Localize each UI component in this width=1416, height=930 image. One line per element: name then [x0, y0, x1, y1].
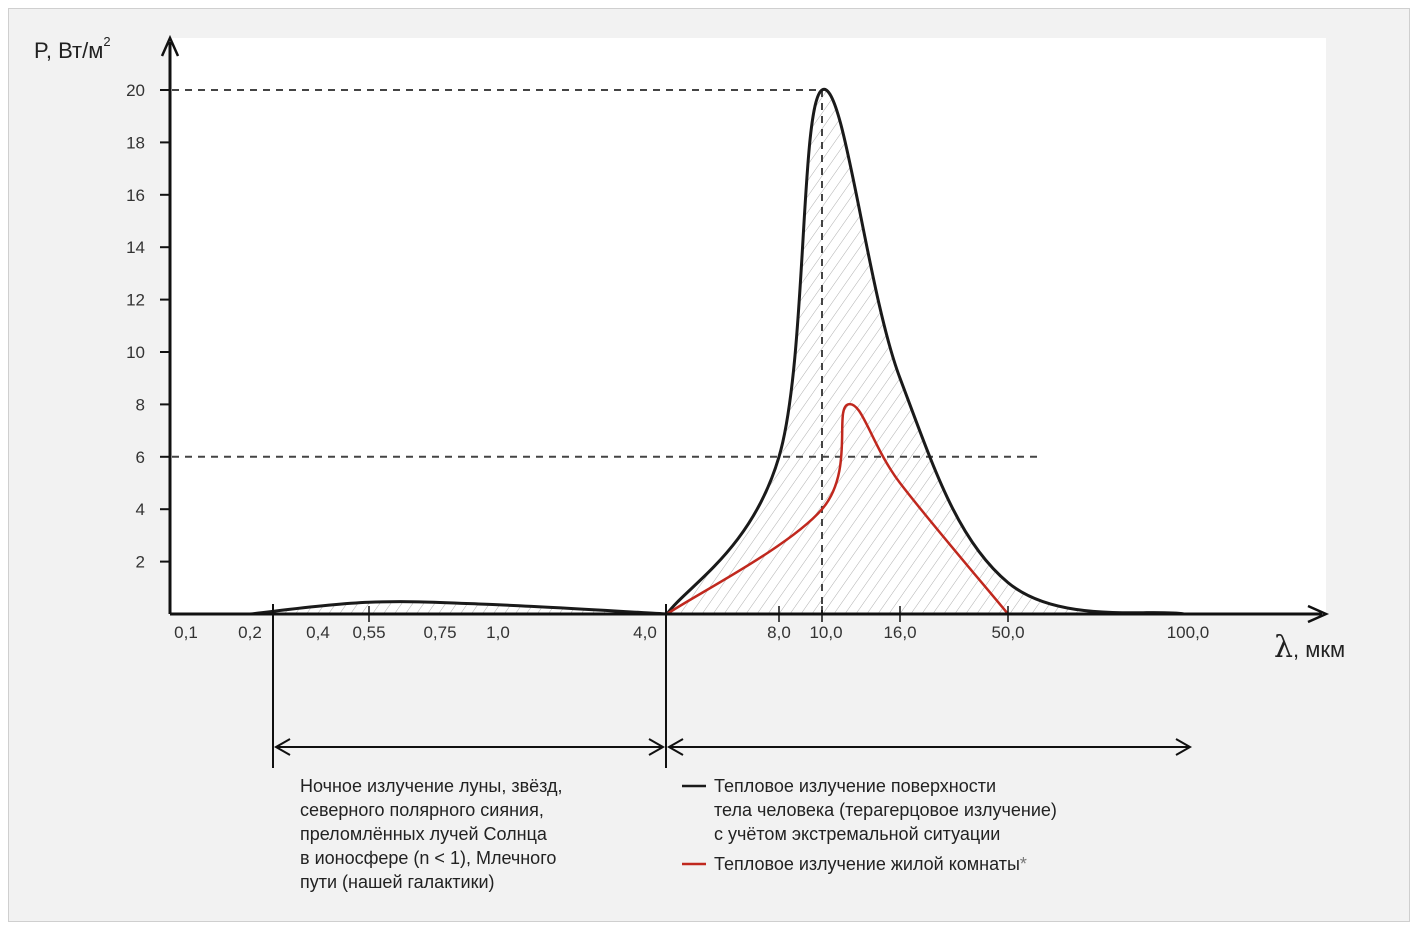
night-text-line: пути (нашей галактики) — [300, 872, 495, 892]
legend-black-line: Тепловое излучение поверхности — [714, 776, 996, 796]
range-arrow-head — [666, 738, 684, 756]
legend-red-line: Тепловое излучение жилой комнаты* — [714, 854, 1027, 874]
night-text-line: северного полярного сияния, — [300, 800, 544, 820]
x-axis-label: λ, мкм — [1274, 630, 1345, 665]
x-ticks: 0,1 0,2 0,4 0,55 0,75 1,0 4,0 8,0 10,0 16,0 50,0 10… — [174, 606, 1209, 642]
y-axis-label-sup: 2 — [103, 34, 110, 49]
y-tick-label: 14 — [126, 238, 145, 257]
hatched-fill — [250, 601, 667, 614]
y-tick-label: 6 — [136, 448, 145, 467]
y-tick-label: 16 — [126, 186, 145, 205]
range-arrow-head — [648, 738, 666, 756]
human-thermal-curve — [665, 88, 1185, 616]
range-arrow-head — [273, 738, 291, 756]
legend-black-line: тела человека (терагерцовое излучение) — [714, 800, 1057, 820]
y-ticks: 2 4 6 8 10 12 14 16 18 20 — [126, 81, 170, 572]
axes — [160, 34, 1330, 624]
range-arrow-head — [1175, 738, 1193, 756]
x-tick-label: 0,75 — [423, 623, 456, 642]
hatched-area — [250, 89, 1184, 615]
x-tick-label: 4,0 — [633, 623, 657, 642]
y-tick-label: 12 — [126, 291, 145, 310]
night-text-line: преломлённых лучей Солнца — [300, 824, 548, 844]
lambda-symbol: λ — [1274, 630, 1293, 665]
reference-lines — [172, 89, 1042, 614]
x-axis-arrow — [1307, 604, 1330, 624]
y-tick-label: 4 — [136, 500, 145, 519]
y-axis-arrow — [160, 34, 180, 57]
x-tick-label: 0,55 — [352, 623, 385, 642]
night-text-line: Ночное излучение луны, звёзд, — [300, 776, 563, 796]
legend-red-text: Тепловое излучение жилой комнаты — [714, 854, 1020, 874]
x-tick-label: 0,2 — [238, 623, 262, 642]
x-tick-label: 100,0 — [1167, 623, 1210, 642]
x-tick-label: 1,0 — [486, 623, 510, 642]
hatched-fill — [667, 89, 1184, 615]
curves — [249, 88, 1185, 616]
plot-area — [170, 38, 1326, 614]
y-axis-label-text: P, Вт/м — [34, 38, 103, 63]
x-tick-label: 0,1 — [174, 623, 198, 642]
y-tick-label: 8 — [136, 395, 145, 414]
y-tick-label: 20 — [126, 81, 145, 100]
y-tick-label: 18 — [126, 133, 145, 152]
x-tick-label: 16,0 — [883, 623, 916, 642]
x-tick-label: 0,4 — [306, 623, 330, 642]
legend-right: Тепловое излучение поверхности тела чело… — [682, 776, 1057, 874]
x-tick-label: 10,0 — [809, 623, 842, 642]
room-thermal-curve — [666, 403, 1009, 616]
legend-black-line: с учётом экстремальной ситуации — [714, 824, 1000, 844]
x-tick-label: 50,0 — [991, 623, 1024, 642]
y-tick-label: 10 — [126, 343, 145, 362]
y-tick-label: 2 — [136, 553, 145, 572]
legend-left: Ночное излучение луны, звёзд, северного … — [300, 776, 563, 892]
night-curve — [249, 600, 668, 616]
x-axis-unit: , мкм — [1293, 637, 1345, 662]
legend-red-asterisk: * — [1020, 854, 1027, 874]
range-markers — [272, 604, 1193, 768]
night-text-line: в ионосфере (n < 1), Млечного — [300, 848, 556, 868]
x-tick-label: 8,0 — [767, 623, 791, 642]
y-axis-label: P, Вт/м2 — [34, 34, 111, 63]
